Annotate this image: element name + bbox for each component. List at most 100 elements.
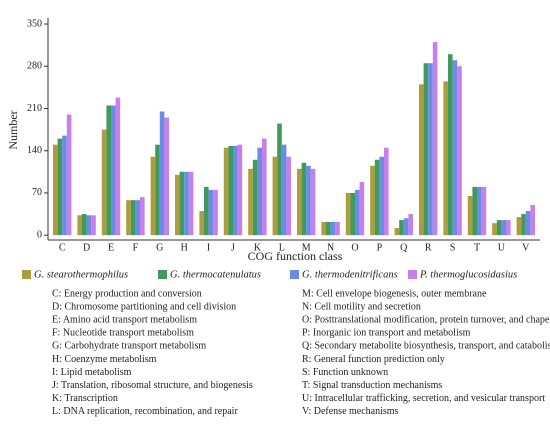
bar: [521, 214, 526, 236]
bar: [496, 220, 502, 236]
x-tick-label: J: [231, 242, 235, 253]
x-tick-label: Q: [400, 242, 408, 253]
x-tick-label: N: [327, 242, 334, 253]
x-tick-label: P: [377, 242, 383, 253]
bar: [159, 111, 165, 236]
bar: [135, 200, 140, 236]
key-entry: G: Carbohydrate transport metabolism: [52, 341, 206, 352]
bar: [164, 117, 169, 236]
key-entry: P: Inorganic ion transport and metabolis…: [302, 328, 471, 339]
bar: [326, 221, 331, 236]
bar: [286, 156, 291, 236]
bar: [223, 147, 229, 236]
bar: [106, 105, 111, 236]
bar: [233, 145, 238, 236]
key-entry: E: Amino acid transport metabolism: [52, 314, 197, 325]
bar: [66, 114, 72, 236]
bar: [204, 186, 209, 236]
x-tick-label: M: [302, 242, 311, 253]
bar: [330, 221, 336, 236]
legend-swatch: [408, 270, 417, 279]
key-entry: R: General function prediction only: [302, 354, 445, 365]
bar: [403, 218, 409, 236]
bar: [111, 105, 116, 236]
x-tick-label: C: [59, 242, 66, 253]
bar: [432, 42, 438, 236]
bar: [62, 135, 67, 236]
bar: [257, 147, 262, 236]
x-axis-label: COG function class: [248, 249, 343, 263]
bar: [91, 215, 96, 236]
bar: [126, 200, 131, 236]
y-tick-label: 280: [27, 61, 42, 72]
bar: [150, 156, 156, 236]
bar: [188, 171, 194, 236]
key-entry: T: Signal transduction mechanisms: [302, 380, 442, 391]
bar: [86, 215, 92, 236]
bar: [321, 221, 326, 236]
bar: [501, 220, 506, 236]
bar: [516, 217, 522, 236]
x-tick-label: V: [522, 242, 530, 253]
x-tick-label: G: [156, 242, 163, 253]
bar: [248, 168, 253, 236]
x-tick-label: F: [133, 242, 139, 253]
bar: [481, 186, 487, 236]
legend-label: G. thermocatenulatus: [170, 269, 261, 280]
bar: [428, 63, 433, 236]
x-tick-label: E: [108, 242, 114, 253]
bar: [408, 214, 413, 236]
bar: [423, 63, 429, 236]
x-tick-label: T: [474, 242, 480, 253]
x-tick-label: H: [181, 242, 188, 253]
bar: [525, 211, 531, 236]
key-entry: D: Chromosome partitioning and cell divi…: [52, 301, 236, 312]
bar: [335, 221, 340, 236]
x-tick-label: I: [207, 242, 210, 253]
key-entry: Q: Secondary metabolite biosynthesis, tr…: [302, 341, 550, 352]
bar: [115, 97, 121, 236]
bar: [208, 189, 214, 236]
legend-label: G. thermodenitrificans: [302, 269, 398, 280]
bar: [399, 220, 404, 236]
bar: [155, 144, 160, 236]
legend-label: G. stearothermophilus: [34, 269, 128, 280]
key-entry: V: Defense mechanisms: [302, 406, 399, 417]
key-entry: U: Intracellular trafficking, secretion,…: [302, 393, 545, 404]
bar: [237, 144, 243, 236]
key-entry: M: Cell envelope biogenesis, outer membr…: [302, 288, 487, 299]
bar: [130, 200, 136, 236]
key-entry: J: Translation, ribosomal structure, and…: [52, 380, 253, 391]
bar: [199, 211, 204, 236]
bar: [472, 186, 477, 236]
bar: [301, 162, 307, 236]
bar: [140, 197, 145, 236]
x-tick-label: S: [450, 242, 456, 253]
bar: [384, 147, 389, 236]
bar: [530, 205, 535, 236]
bar: [394, 227, 400, 236]
bar: [448, 54, 453, 236]
bar: [82, 214, 87, 236]
bar: [277, 123, 282, 236]
bar: [77, 215, 82, 236]
bar: [281, 144, 287, 236]
y-tick-label: 210: [27, 103, 42, 114]
bar: [213, 189, 218, 236]
bar: [506, 220, 511, 236]
bar: [179, 171, 185, 236]
bar: [262, 138, 267, 236]
bar: [297, 168, 302, 236]
bar: [452, 60, 458, 236]
legend-label: P. thermoglucosidasius: [419, 269, 517, 280]
key-entry: O: Posttranslational modification, prote…: [302, 314, 550, 325]
bar: [228, 145, 233, 236]
bar: [310, 168, 316, 236]
bar: [355, 189, 360, 236]
y-tick-label: 140: [27, 145, 42, 156]
key-entry: L: DNA replication, recombination, and r…: [52, 406, 238, 417]
bar: [477, 186, 482, 236]
x-tick-label: R: [425, 242, 432, 253]
bar: [306, 165, 311, 236]
x-tick-label: L: [279, 242, 285, 253]
